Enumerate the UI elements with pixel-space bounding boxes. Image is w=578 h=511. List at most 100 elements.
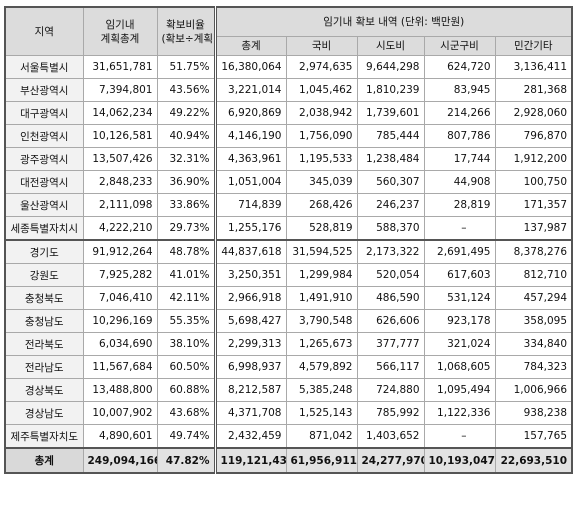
region-cell: 부산광역시	[4, 78, 84, 102]
sido-cell: 2,173,322	[356, 239, 425, 264]
header-sub-national: 국비	[285, 36, 358, 56]
sido-cell: 1,739,601	[356, 101, 425, 125]
national-cell: 528,819	[285, 216, 358, 241]
national-cell: 1,756,090	[285, 124, 358, 148]
national-cell: 871,042	[285, 424, 358, 449]
header-plan-total: 임기내 계획총계	[82, 6, 158, 56]
sido-cell: 9,644,298	[356, 55, 425, 79]
private-cell: 457,294	[494, 286, 573, 310]
plan-total-cell: 31,651,781	[82, 55, 158, 79]
national-cell: 1,195,533	[285, 147, 358, 171]
table-row: 광주광역시 13,507,426 32.31% 4,363,961 1,195,533 1…	[4, 147, 573, 171]
sigungu-cell: 44,908	[423, 170, 496, 194]
total-national-cell: 61,956,911	[285, 447, 358, 474]
table-row: 충청남도 10,296,169 55.35% 5,698,427 3,790,548 62…	[4, 309, 573, 333]
region-cell: 세종특별자치시	[4, 216, 84, 241]
private-cell: 334,840	[494, 332, 573, 356]
table-row: 경상북도 13,488,800 60.88% 8,212,587 5,385,248 72…	[4, 378, 573, 402]
table-row: 제주특별자치도 4,890,601 49.74% 2,432,459 871,042 1,…	[4, 424, 573, 449]
ratio-cell: 48.78%	[156, 239, 216, 264]
total-row: 총계249,094,16647.82%119,121,43561,956,911…	[4, 447, 573, 474]
private-cell: 137,987	[494, 216, 573, 241]
table-row: 전라북도 6,034,690 38.10% 2,299,313 1,265,673 377…	[4, 332, 573, 356]
ratio-cell: 41.01%	[156, 263, 216, 287]
private-cell: 157,765	[494, 424, 573, 449]
total-sigungu-cell: 10,193,047	[423, 447, 496, 474]
sigungu-cell: –	[423, 216, 496, 241]
sigungu-cell: 28,819	[423, 193, 496, 217]
plan-total-cell: 2,111,098	[82, 193, 158, 217]
total-cell: 16,380,064	[213, 55, 287, 79]
ratio-cell: 49.74%	[156, 424, 216, 449]
private-cell: 784,323	[494, 355, 573, 379]
total-total-cell: 119,121,435	[213, 447, 287, 474]
header-plan-total-line2: 계획총계	[100, 32, 140, 45]
table-row: 대전광역시 2,848,233 36.90% 1,051,004 345,039 560,…	[4, 170, 573, 194]
plan-total-cell: 7,046,410	[82, 286, 158, 310]
plan-total-cell: 13,488,800	[82, 378, 158, 402]
private-cell: 8,378,276	[494, 239, 573, 264]
region-cell: 강원도	[4, 263, 84, 287]
total-plan-total-cell: 249,094,166	[82, 447, 158, 474]
header-sub-sigungu: 시군구비	[423, 36, 496, 56]
ratio-cell: 40.94%	[156, 124, 216, 148]
sido-cell: 626,606	[356, 309, 425, 333]
region-cell: 제주특별자치도	[4, 424, 84, 449]
table-body: 서울특별시 31,651,781 51.75% 16,380,064 2,974,635…	[4, 55, 573, 474]
private-cell: 171,357	[494, 193, 573, 217]
sido-cell: 1,403,652	[356, 424, 425, 449]
plan-total-cell: 10,126,581	[82, 124, 158, 148]
region-cell: 광주광역시	[4, 147, 84, 171]
region-cell: 전라남도	[4, 355, 84, 379]
ratio-cell: 51.75%	[156, 55, 216, 79]
table-row: 경상남도 10,007,902 43.68% 4,371,708 1,525,143 78…	[4, 401, 573, 425]
sido-cell: 1,810,239	[356, 78, 425, 102]
total-cell: 3,250,351	[213, 263, 287, 287]
sigungu-cell: 2,691,495	[423, 239, 496, 264]
total-cell: 3,221,014	[213, 78, 287, 102]
total-private-cell: 22,693,510	[494, 447, 573, 474]
header-ratio: 확보비율 (확보÷계획)	[156, 6, 216, 56]
plan-total-cell: 11,567,684	[82, 355, 158, 379]
budget-table-container: 지역 임기내 계획총계 확보비율 (확보÷계획) 임기내 확보 내역 (단위: …	[4, 6, 574, 474]
national-cell: 345,039	[285, 170, 358, 194]
ratio-cell: 60.88%	[156, 378, 216, 402]
table-row: 대구광역시 14,062,234 49.22% 6,920,869 2,038,942 1…	[4, 101, 573, 125]
table-row: 부산광역시 7,394,801 43.56% 3,221,014 1,045,462 1,…	[4, 78, 573, 102]
national-cell: 4,579,892	[285, 355, 358, 379]
region-cell: 경기도	[4, 239, 84, 264]
national-cell: 1,265,673	[285, 332, 358, 356]
national-cell: 1,045,462	[285, 78, 358, 102]
ratio-cell: 36.90%	[156, 170, 216, 194]
plan-total-cell: 91,912,264	[82, 239, 158, 264]
total-cell: 2,299,313	[213, 332, 287, 356]
ratio-cell: 33.86%	[156, 193, 216, 217]
sido-cell: 246,237	[356, 193, 425, 217]
table-row: 충청북도 7,046,410 42.11% 2,966,918 1,491,910 486…	[4, 286, 573, 310]
ratio-cell: 29.73%	[156, 216, 216, 241]
total-cell: 44,837,618	[213, 239, 287, 264]
total-cell: 1,255,176	[213, 216, 287, 241]
national-cell: 1,525,143	[285, 401, 358, 425]
total-cell: 6,920,869	[213, 101, 287, 125]
sigungu-cell: 83,945	[423, 78, 496, 102]
ratio-cell: 42.11%	[156, 286, 216, 310]
total-ratio-cell: 47.82%	[156, 447, 216, 474]
plan-total-cell: 2,848,233	[82, 170, 158, 194]
sigungu-cell: 17,744	[423, 147, 496, 171]
total-cell: 2,432,459	[213, 424, 287, 449]
plan-total-cell: 7,925,282	[82, 263, 158, 287]
header-ratio-line2: (확보÷계획)	[161, 32, 215, 45]
total-cell: 1,051,004	[213, 170, 287, 194]
plan-total-cell: 4,222,210	[82, 216, 158, 241]
region-cell: 충청남도	[4, 309, 84, 333]
table-row: 강원도 7,925,282 41.01% 3,250,351 1,299,984 520,…	[4, 263, 573, 287]
region-cell: 경상북도	[4, 378, 84, 402]
region-cell: 대구광역시	[4, 101, 84, 125]
region-cell: 울산광역시	[4, 193, 84, 217]
sigungu-cell: 807,786	[423, 124, 496, 148]
table-row: 인천광역시 10,126,581 40.94% 4,146,190 1,756,090 7…	[4, 124, 573, 148]
sigungu-cell: 617,603	[423, 263, 496, 287]
header-region: 지역	[4, 6, 84, 56]
private-cell: 3,136,411	[494, 55, 573, 79]
